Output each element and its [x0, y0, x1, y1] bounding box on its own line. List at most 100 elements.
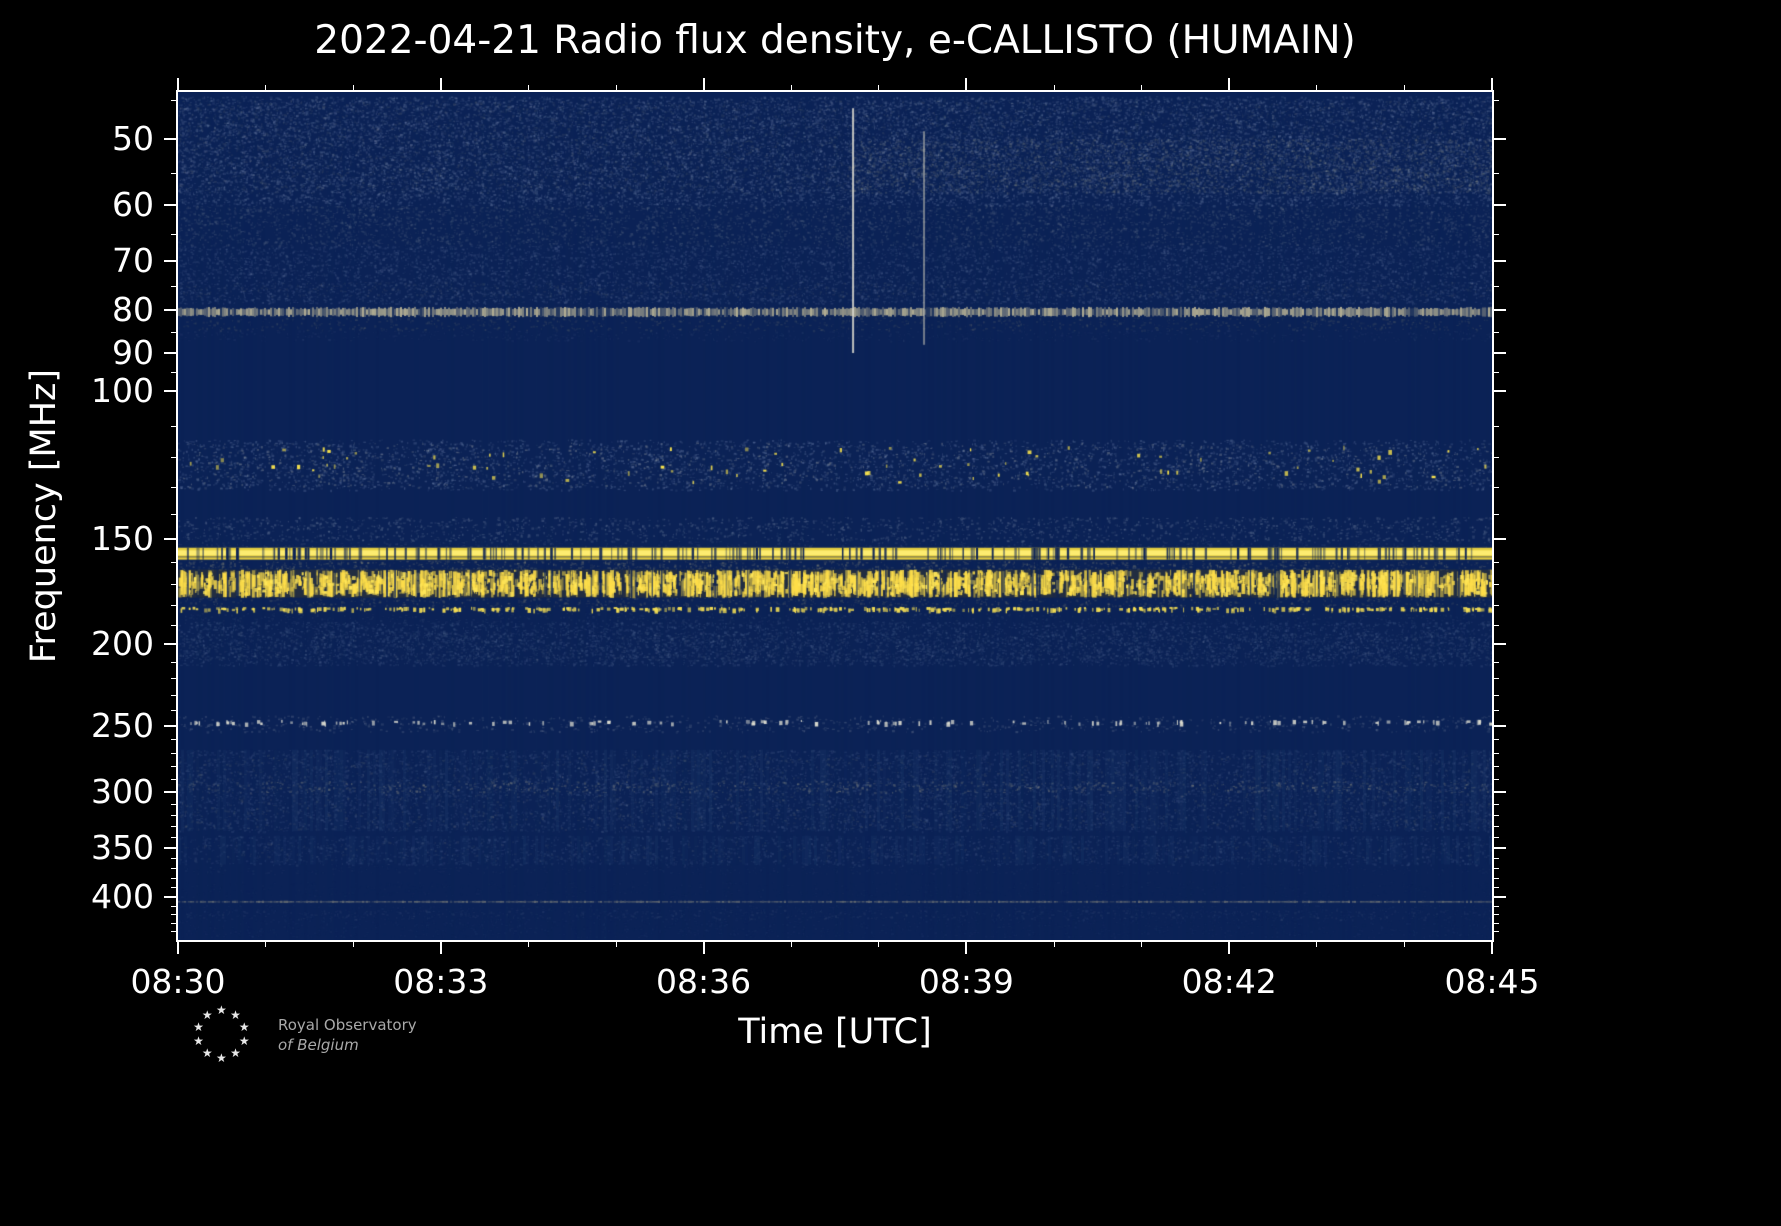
axis-tick	[171, 694, 178, 696]
axis-tick	[1492, 858, 1499, 860]
axis-tick	[352, 85, 354, 92]
star-icon: ★	[230, 1007, 241, 1022]
spectrogram-canvas	[178, 92, 1492, 940]
axis-tick	[1492, 643, 1506, 646]
axis-tick	[1492, 457, 1499, 459]
axis-tick	[177, 78, 179, 92]
axis-tick	[1492, 260, 1506, 263]
axis-tick	[965, 940, 968, 954]
observatory-logo: ★ ★ ★ ★ ★ ★ ★ ★ ★ ★ Royal Observatory of Belgium	[182, 1000, 482, 1075]
axis-tick	[878, 85, 880, 92]
axis-tick	[1141, 940, 1143, 947]
axis-tick	[171, 837, 178, 839]
axis-tick	[1492, 331, 1499, 333]
axis-tick	[702, 78, 705, 92]
axis-tick	[1316, 85, 1318, 92]
y-tick-label: 50	[112, 118, 154, 158]
axis-tick	[1492, 922, 1499, 924]
star-icon: ★	[238, 1019, 250, 1034]
axis-tick	[265, 85, 267, 92]
axis-tick	[171, 486, 178, 488]
y-tick-label: 350	[91, 828, 154, 868]
axis-tick	[1492, 694, 1499, 696]
axis-tick	[1492, 766, 1499, 768]
axis-tick	[1141, 85, 1143, 92]
axis-tick	[1492, 847, 1506, 850]
axis-tick	[171, 457, 178, 459]
axis-tick	[164, 538, 178, 541]
axis-tick	[171, 753, 178, 755]
axis-tick	[1492, 887, 1499, 889]
axis-tick	[1053, 940, 1055, 947]
axis-tick	[1228, 940, 1231, 954]
axis-tick	[352, 940, 354, 947]
axis-tick	[164, 643, 178, 646]
axis-tick	[171, 868, 178, 870]
axis-tick	[171, 233, 178, 235]
axis-tick	[164, 204, 178, 207]
axis-tick	[1492, 678, 1499, 680]
axis-tick	[1492, 837, 1499, 839]
axis-tick	[1492, 513, 1499, 515]
axis-tick	[171, 99, 178, 101]
axis-tick	[164, 352, 178, 354]
axis-tick	[1492, 372, 1499, 374]
axis-tick	[790, 940, 792, 947]
axis-tick	[1492, 584, 1499, 586]
axis-tick	[171, 172, 178, 174]
axis-tick	[164, 896, 178, 899]
axis-tick	[164, 724, 178, 727]
axis-tick	[164, 309, 178, 312]
axis-tick	[1492, 562, 1499, 564]
axis-tick	[615, 85, 617, 92]
axis-tick	[1492, 753, 1499, 755]
axis-tick	[1492, 803, 1499, 805]
axis-tick	[177, 940, 179, 954]
axis-tick	[171, 922, 178, 924]
axis-tick	[1492, 868, 1499, 870]
axis-tick	[171, 914, 178, 916]
axis-tick	[171, 513, 178, 515]
x-tick-label: 08:36	[656, 962, 752, 1001]
axis-tick	[1053, 85, 1055, 92]
axis-tick	[164, 791, 178, 794]
axis-tick	[1492, 625, 1499, 627]
star-icon: ★	[216, 1003, 227, 1017]
axis-tick	[1492, 352, 1506, 354]
axis-tick	[171, 372, 178, 374]
axis-tick	[1403, 85, 1405, 92]
axis-tick	[171, 739, 178, 741]
axis-tick	[171, 584, 178, 586]
y-tick-label: 250	[91, 705, 154, 745]
axis-tick	[1492, 172, 1499, 174]
axis-tick	[1492, 931, 1499, 933]
star-icon: ★	[238, 1034, 250, 1049]
y-tick-label: 60	[112, 185, 154, 225]
star-icon: ★	[193, 1034, 204, 1049]
axis-tick	[1492, 914, 1499, 916]
axis-tick	[1403, 940, 1405, 947]
star-icon: ★	[216, 1051, 227, 1065]
observatory-name-line1: Royal Observatory	[278, 1016, 417, 1034]
axis-tick	[171, 887, 178, 889]
star-icon: ★	[201, 1046, 213, 1061]
x-tick-label: 08:42	[1181, 962, 1277, 1001]
axis-tick	[171, 931, 178, 933]
axis-tick	[171, 766, 178, 768]
axis-tick	[1492, 425, 1499, 427]
axis-tick	[164, 137, 178, 140]
axis-tick	[171, 562, 178, 564]
axis-tick	[1492, 896, 1506, 899]
y-tick-label: 400	[91, 877, 154, 917]
axis-tick	[965, 78, 968, 92]
axis-tick	[1492, 739, 1499, 741]
y-tick-label: 300	[91, 772, 154, 812]
axis-tick	[1492, 791, 1506, 794]
axis-tick	[171, 625, 178, 627]
axis-tick	[171, 661, 178, 663]
axis-tick	[1492, 538, 1506, 541]
axis-tick	[164, 260, 178, 263]
axis-tick	[615, 940, 617, 947]
axis-tick	[1492, 204, 1506, 207]
